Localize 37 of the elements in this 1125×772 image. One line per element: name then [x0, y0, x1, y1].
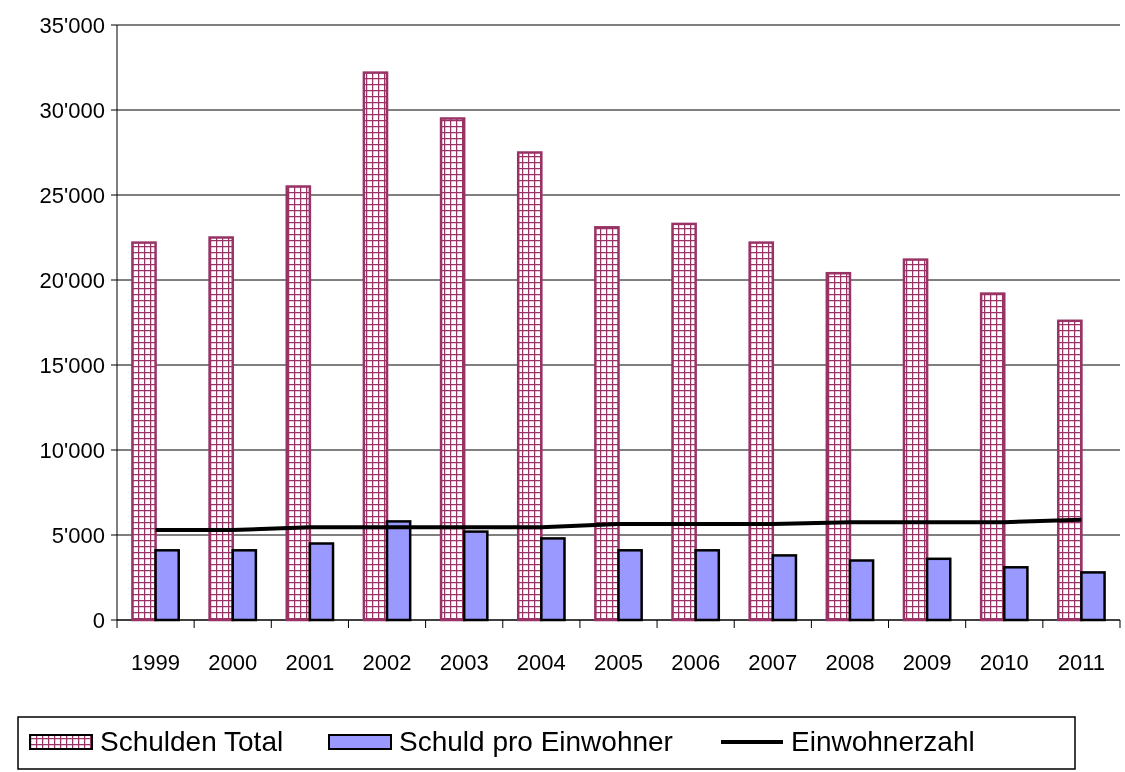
x-tick-label: 2006	[671, 650, 721, 675]
x-tick-label: 2010	[979, 650, 1029, 675]
legend-label: Einwohnerzahl	[791, 726, 975, 757]
y-tick-label: 30'000	[39, 97, 105, 123]
x-tick-label: 2011	[1057, 650, 1106, 675]
bar	[825, 271, 852, 622]
bar	[285, 185, 312, 622]
y-tick-label: 15'000	[39, 352, 105, 378]
bar	[594, 226, 620, 622]
y-tick-label: 0	[92, 607, 105, 633]
bar	[1057, 319, 1083, 622]
y-tick-label: 10'000	[39, 437, 105, 463]
legend-label: Schulden Total	[100, 726, 284, 757]
bar	[208, 236, 234, 622]
y-tick-label: 35'000	[39, 12, 105, 38]
bar	[439, 117, 466, 622]
y-tick-label: 5'000	[51, 522, 105, 548]
x-tick-label: 2002	[362, 650, 412, 675]
bar	[902, 258, 929, 622]
x-tick-label: 2007	[748, 650, 798, 675]
bar	[671, 222, 697, 622]
x-tick-label: 1999	[131, 650, 181, 675]
bar	[362, 71, 389, 622]
legend-label: Schuld pro Einwohner	[399, 726, 673, 757]
bar	[748, 241, 775, 622]
y-tick-label: 20'000	[39, 267, 105, 293]
bar	[516, 151, 543, 622]
y-tick-label: 25'000	[39, 182, 105, 208]
x-tick-label: 2001	[285, 650, 335, 675]
x-tick-label: 2003	[439, 650, 489, 675]
x-tick-label: 2009	[902, 650, 952, 675]
x-tick-label: 2008	[825, 650, 875, 675]
x-tick-label: 2004	[516, 650, 566, 675]
x-tick-label: 2000	[208, 650, 258, 675]
x-tick-label: 2005	[594, 650, 643, 675]
bar	[131, 241, 157, 622]
bar	[979, 292, 1006, 622]
